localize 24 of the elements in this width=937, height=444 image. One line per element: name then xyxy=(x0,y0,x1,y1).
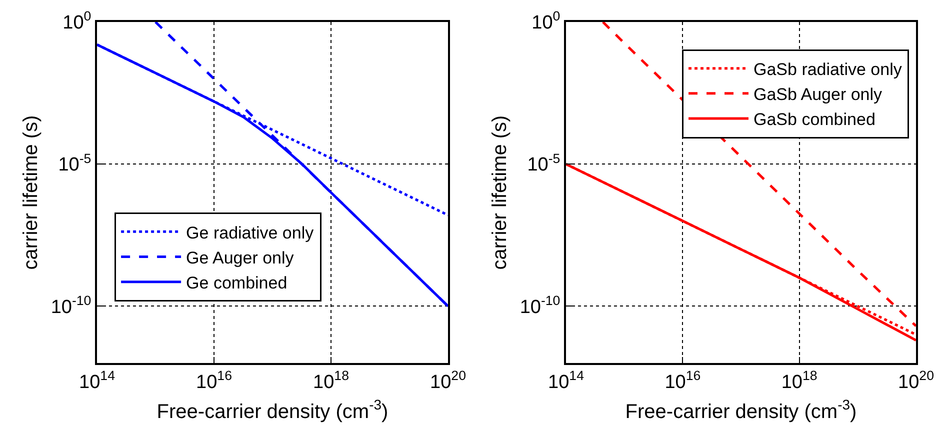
x-axis-title: Free-carrier density (cm$^{-3}$) xyxy=(625,396,857,423)
x-tick-label: 10$^{14}$ xyxy=(79,368,115,393)
x-tick-label: 10$^{18}$ xyxy=(781,368,818,393)
x-tick-label: 10$^{16}$ xyxy=(196,368,232,393)
y-axis-title: carrier lifetime (s) xyxy=(20,115,42,270)
x-tick-label: 10$^{16}$ xyxy=(664,368,701,393)
y-axis-title: carrier lifetime (s) xyxy=(488,115,511,270)
legend-label: Ge Auger only xyxy=(186,248,294,268)
y-tick-label: 10$^{-10}$ xyxy=(50,292,92,318)
legend-label: GaSb Auger only xyxy=(754,85,883,104)
x-axis-title: Free-carrier density (cm$^{-3}$) xyxy=(156,396,388,423)
y-tick-label: 10$^{0}$ xyxy=(62,8,92,34)
y-tick-label: 10$^{0}$ xyxy=(532,8,560,34)
legend-label: GaSb combined xyxy=(754,110,876,130)
y-tick-label: 10$^{-5}$ xyxy=(527,150,560,176)
x-tick-label: 10$^{20}$ xyxy=(430,368,466,393)
legend-label: Ge combined xyxy=(186,274,288,292)
x-tick-label: 10$^{14}$ xyxy=(548,368,584,393)
x-tick-label: 10$^{18}$ xyxy=(313,368,349,393)
y-tick-label: 10$^{-5}$ xyxy=(58,150,92,176)
x-tick-label: 10$^{20}$ xyxy=(898,368,934,393)
legend-label: Ge radiative only xyxy=(186,223,314,242)
y-tick-label: 10$^{-10}$ xyxy=(520,292,560,318)
legend-label: GaSb radiative only xyxy=(754,60,902,79)
